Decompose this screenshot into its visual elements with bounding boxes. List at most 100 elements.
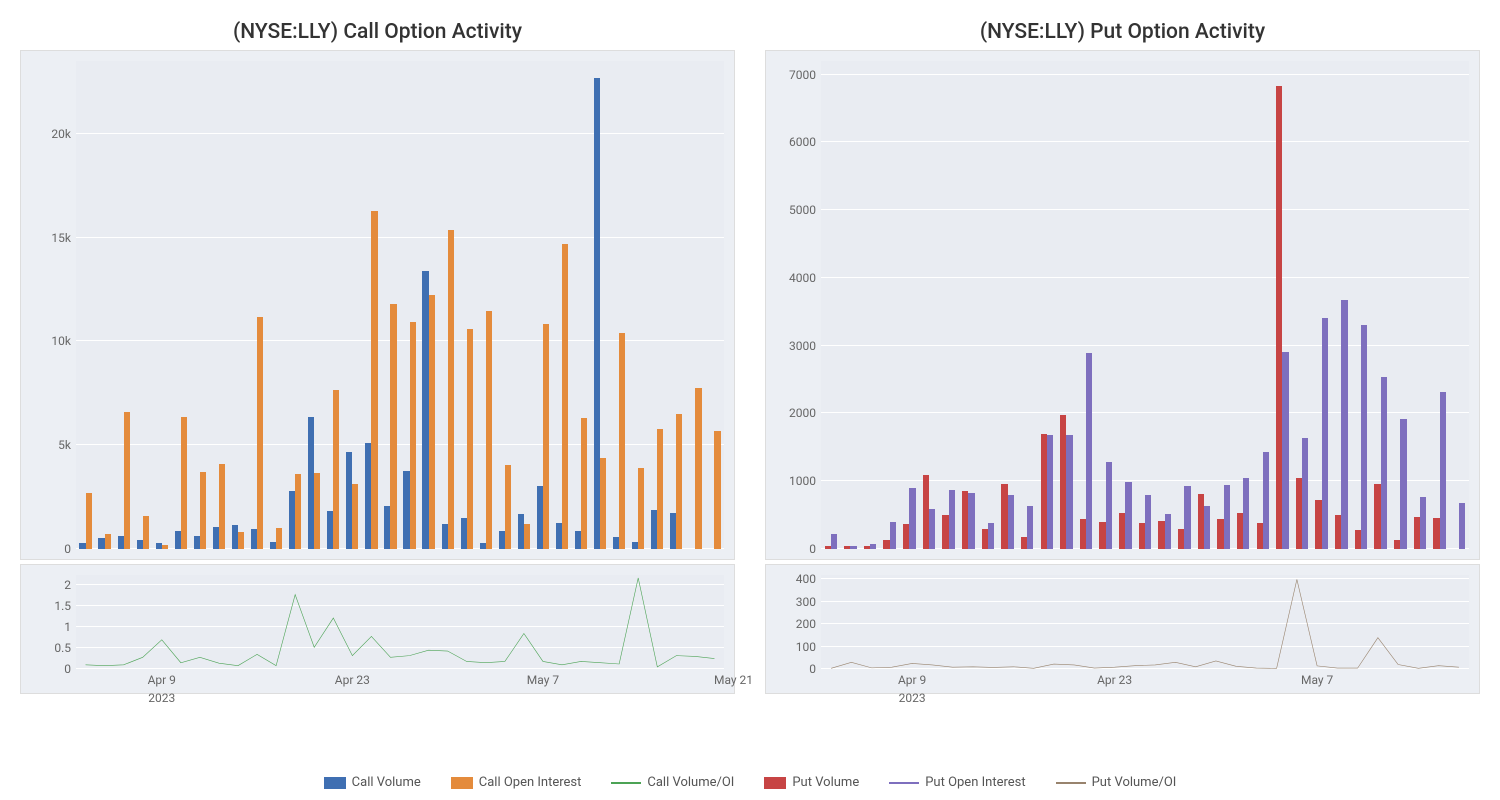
legend-marker (889, 782, 919, 784)
bar-secondary (86, 493, 92, 549)
grid-line (821, 141, 1469, 142)
grid-line (76, 548, 724, 549)
grid-line (821, 74, 1469, 75)
call-sub-chart: 00.511.52Apr 9Apr 23May 7May 212023 (20, 564, 735, 694)
put-chart-panel: (NYSE:LLY) Put Option Activity 010002000… (765, 20, 1480, 765)
bar-secondary (390, 304, 396, 549)
y-tick-label: 100 (766, 640, 816, 654)
y-tick-label: 4000 (766, 271, 816, 285)
bar-secondary (988, 523, 994, 549)
legend-item: Put Open Interest (889, 775, 1025, 790)
bar-secondary (1204, 506, 1210, 549)
bar-secondary (1066, 435, 1072, 549)
bar-secondary (890, 522, 896, 549)
bar-secondary (949, 490, 955, 549)
bar-secondary (257, 317, 263, 549)
legend-label: Call Open Interest (479, 775, 582, 790)
bar-secondary (831, 534, 837, 549)
grid-line (76, 340, 724, 341)
bar-secondary (676, 414, 682, 549)
bar-secondary (1341, 300, 1347, 549)
put-chart-title: (NYSE:LLY) Put Option Activity (765, 20, 1480, 44)
bar-secondary (124, 412, 130, 549)
bar-secondary (657, 429, 663, 549)
y-tick-label: 10k (21, 334, 71, 348)
y-tick-label: 1.5 (21, 599, 71, 613)
grid-line (821, 480, 1469, 481)
legend: Call Volume Call Open Interest Call Volume… (20, 775, 1480, 790)
put-sub-chart: 0100200300400Apr 9Apr 23May 7May 212023 (765, 564, 1480, 694)
bar-secondary (238, 532, 244, 549)
bar-secondary (1224, 485, 1230, 549)
legend-label: Call Volume (352, 775, 421, 790)
bar-secondary (448, 230, 454, 549)
bar-secondary (1184, 486, 1190, 549)
bar-secondary (1420, 497, 1426, 549)
y-tick-label: 200 (766, 617, 816, 631)
bar-secondary (410, 322, 416, 549)
ratio-line (86, 578, 715, 667)
grid-line (821, 345, 1469, 346)
y-tick-label: 5k (21, 438, 71, 452)
legend-marker (1056, 782, 1086, 784)
bar-secondary (314, 473, 320, 549)
grid-line (821, 412, 1469, 413)
x-tick-label: Apr 9 (898, 673, 926, 687)
bar-secondary (1400, 419, 1406, 549)
line-svg (821, 575, 1469, 669)
y-tick-label: 2 (21, 578, 71, 592)
put-sub-plot: 0100200300400Apr 9Apr 23May 7May 212023 (821, 575, 1469, 669)
bar-secondary (1086, 353, 1092, 549)
bar-secondary (352, 484, 358, 549)
bar-secondary (870, 544, 876, 549)
bar-secondary (181, 417, 187, 549)
y-tick-label: 6000 (766, 135, 816, 149)
y-tick-label: 5000 (766, 203, 816, 217)
call-sub-plot: 00.511.52Apr 9Apr 23May 7May 212023 (76, 575, 724, 669)
y-tick-label: 15k (21, 231, 71, 245)
line-svg (76, 575, 724, 669)
bar-secondary (105, 534, 111, 549)
bar-secondary (429, 295, 435, 549)
call-main-chart: 05k10k15k20k (20, 50, 735, 560)
put-main-chart: 01000200030004000500060007000 (765, 50, 1480, 560)
bar-secondary (295, 474, 301, 549)
grid-line (76, 444, 724, 445)
y-tick-label: 1000 (766, 474, 816, 488)
y-tick-label: 0 (766, 662, 816, 676)
y-tick-label: 0.5 (21, 641, 71, 655)
bar-secondary (1263, 452, 1269, 549)
bar-secondary (1106, 462, 1112, 549)
bar-secondary (1282, 352, 1288, 549)
legend-marker (451, 777, 473, 789)
legend-item: Call Volume (324, 775, 421, 790)
y-tick-label: 400 (766, 572, 816, 586)
bar-secondary (200, 472, 206, 549)
bar-secondary (619, 333, 625, 549)
call-chart-panel: (NYSE:LLY) Call Option Activity 05k10k15… (20, 20, 735, 765)
bar-secondary (1027, 506, 1033, 549)
legend-item: Put Volume (764, 775, 859, 790)
bar-secondary (638, 468, 644, 549)
bar-secondary (909, 488, 915, 549)
call-chart-title: (NYSE:LLY) Call Option Activity (20, 20, 735, 44)
legend-item: Call Volume/OI (611, 775, 734, 790)
legend-label: Put Volume (792, 775, 859, 790)
ratio-line (831, 579, 1459, 668)
grid-line (76, 237, 724, 238)
x-year-label: 2023 (148, 691, 175, 705)
x-tick-label: Apr 9 (148, 673, 176, 687)
bar-secondary (1381, 377, 1387, 549)
bar-secondary (543, 324, 549, 549)
bar-secondary (486, 311, 492, 549)
bar-secondary (695, 388, 701, 549)
bar-secondary (968, 493, 974, 549)
y-tick-label: 3000 (766, 339, 816, 353)
bar-secondary (1322, 318, 1328, 549)
x-tick-label: Apr 23 (335, 673, 370, 687)
legend-label: Put Open Interest (925, 775, 1025, 790)
y-tick-label: 7000 (766, 68, 816, 82)
bar-secondary (1243, 478, 1249, 549)
x-tick-label: May 21 (714, 673, 753, 687)
legend-marker (611, 782, 641, 784)
